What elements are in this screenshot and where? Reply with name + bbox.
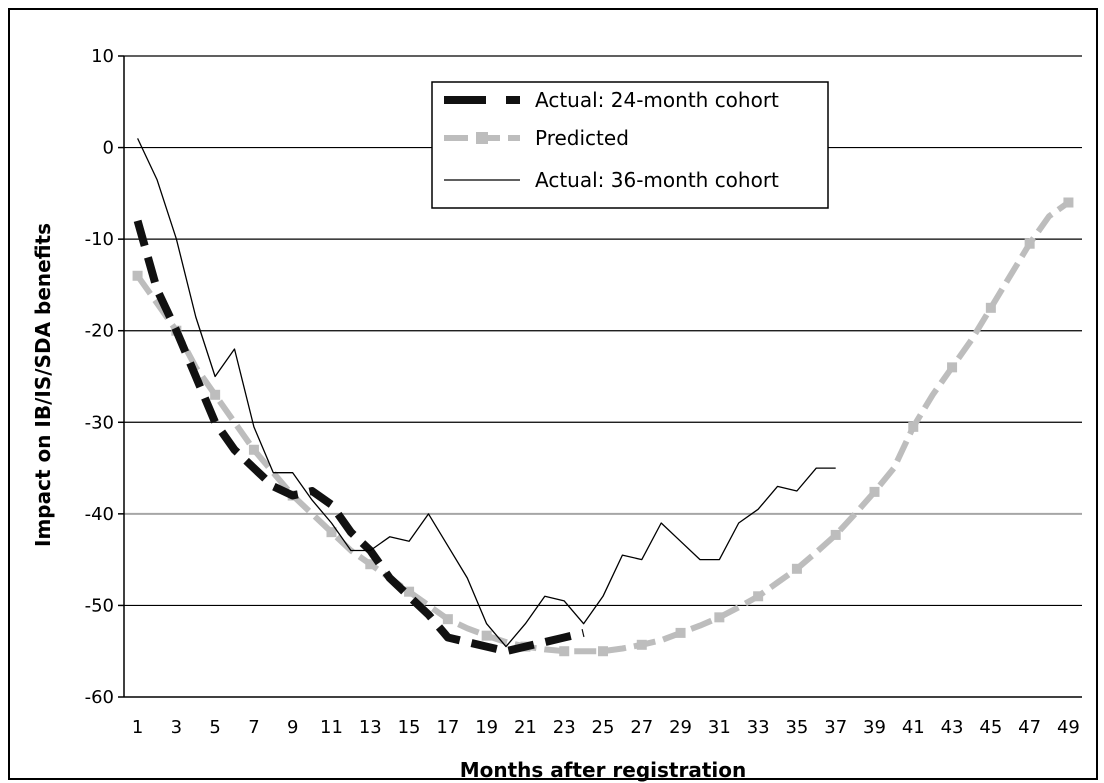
x-tick-label: 3 [171,717,182,738]
predicted-marker [559,646,570,657]
legend-label: Actual: 24-month cohort [535,88,779,112]
legend: Actual: 24-month cohort Predicted Actual: … [431,81,829,209]
predicted-marker [869,486,880,497]
x-tick-label: 33 [747,717,770,738]
series-line-dashed-grey-square [135,200,1071,655]
y-axis-title: Impact on IB/IS/SDA benefits [31,223,55,547]
x-tick-label: 13 [359,717,382,738]
x-tick-label: 27 [630,717,653,738]
predicted-marker [248,444,259,455]
y-tick-label: -50 [85,595,114,616]
x-tick-label: 25 [592,717,615,738]
x-tick-labels: 1 3 5 7 9 11 13 15 17 19 21 23 25 27 29 31 33 35 37 39 41 43 4… [132,717,1080,738]
predicted-marker [675,627,686,638]
x-tick-label: 9 [287,717,298,738]
x-tick-label: 39 [863,717,886,738]
legend-label: Predicted [535,126,629,150]
x-tick-label: 43 [941,717,964,738]
predicted-marker [947,362,958,373]
x-tick-label: 1 [132,717,143,738]
x-tick-label: 31 [708,717,731,738]
x-tick-label: 29 [669,717,692,738]
x-tick-label: 23 [553,717,576,738]
predicted-marker [404,586,415,597]
predicted-marker [1024,238,1035,249]
x-axis-title: Months after registration [460,758,747,782]
predicted-marker [442,614,453,625]
series-line-dashed-thick [133,219,585,656]
x-tick-label: 37 [824,717,847,738]
x-tick-label: 17 [436,717,459,738]
x-tick-label: 45 [979,717,1002,738]
series-line-thin-solid [137,138,836,648]
x-tick-label: 5 [209,717,220,738]
predicted-marker [985,302,996,313]
x-tick-label: 47 [1018,717,1041,738]
x-tick-label: 19 [475,717,498,738]
predicted-marker [365,559,376,570]
y-tick-label: -10 [85,229,114,250]
y-tick-label: -20 [85,321,114,342]
predicted-marker [753,591,764,602]
series [132,138,1074,657]
y-tick-label: -30 [85,412,114,433]
predicted-marker [908,421,919,432]
x-tick-label: 49 [1057,717,1080,738]
predicted-marker [830,529,841,540]
predicted-marker [791,563,802,574]
x-tick-label: 7 [248,717,259,738]
predicted-marker [636,639,647,650]
x-tick-label: 11 [320,717,343,738]
legend-label: Actual: 36-month cohort [535,168,779,192]
predicted-marker [326,527,337,538]
y-tick-labels: 10 0 -10 -20 -30 -40 -50 -60 [85,46,114,708]
x-tick-label: 21 [514,717,537,738]
y-tick-label: 10 [91,46,114,67]
y-tick-label: -60 [85,687,114,708]
y-tick-label: 0 [103,138,114,159]
y-tick-label: -40 [85,504,114,525]
predicted-marker [598,646,608,657]
axes [123,56,1082,698]
x-tick-label: 41 [902,717,925,738]
legend-marker [476,132,488,144]
gridlines [118,55,1082,698]
predicted-marker [1063,197,1074,208]
predicted-marker [132,270,143,281]
predicted-marker [481,630,492,641]
x-tick-label: 35 [785,717,808,738]
predicted-marker [210,389,221,400]
legend-box [431,81,829,209]
predicted-marker [714,612,725,623]
x-tick-label: 15 [398,717,421,738]
